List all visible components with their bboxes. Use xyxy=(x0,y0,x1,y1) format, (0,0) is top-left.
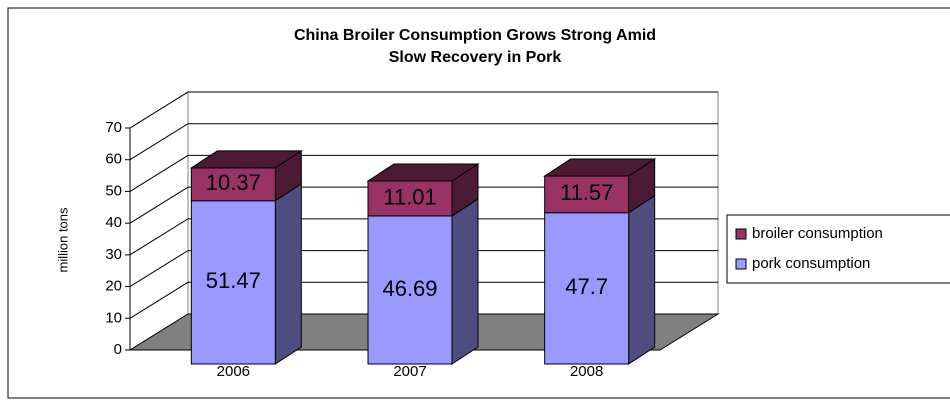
value-label: 47.7 xyxy=(565,274,608,299)
value-label: 46.69 xyxy=(382,276,437,301)
y-tick-label: 40 xyxy=(105,214,122,231)
grid-line xyxy=(129,123,718,161)
y-tick-label: 50 xyxy=(105,182,122,199)
y-tick-label: 60 xyxy=(105,151,122,168)
grid-line xyxy=(129,91,718,129)
grid-line xyxy=(129,186,718,224)
bar-side xyxy=(274,182,302,365)
y-tick-label: 70 xyxy=(105,119,122,136)
bar-side xyxy=(451,198,479,365)
y-tick-label: 30 xyxy=(105,246,122,263)
x-tick-label: 2006 xyxy=(217,363,250,380)
value-label: 11.01 xyxy=(383,184,436,209)
y-tick-label: 10 xyxy=(105,309,122,326)
chart-title: Slow Recovery in Pork xyxy=(389,49,562,66)
bar xyxy=(190,167,276,202)
y-axis-label: million tons xyxy=(55,207,70,273)
value-label: 11.57 xyxy=(560,180,613,205)
value-label: 51.47 xyxy=(206,268,261,293)
bar xyxy=(544,212,630,365)
legend-label: pork consumption xyxy=(752,255,870,272)
y-tick-label: 0 xyxy=(114,341,122,358)
value-label: 10.37 xyxy=(206,170,261,195)
grid-line xyxy=(129,281,718,319)
y-tick-label: 20 xyxy=(105,278,122,295)
legend-swatch xyxy=(735,258,747,270)
legend-box xyxy=(726,214,950,284)
bar-side xyxy=(628,194,656,365)
bar xyxy=(190,200,276,365)
side-wall xyxy=(129,91,189,351)
x-tick-label: 2008 xyxy=(570,363,603,380)
bar-top xyxy=(542,158,657,177)
grid-line xyxy=(129,250,718,287)
grid-line xyxy=(129,218,718,256)
x-tick-label: 2007 xyxy=(393,363,426,380)
grid-line xyxy=(129,154,718,192)
bar xyxy=(544,175,630,214)
bar xyxy=(367,215,453,365)
legend-swatch xyxy=(735,228,747,240)
chart-title: China Broiler Consumption Grows Strong A… xyxy=(294,27,656,44)
bar-top xyxy=(189,150,304,169)
legend-label: broiler consumption xyxy=(752,225,883,242)
bar-top xyxy=(366,163,480,182)
